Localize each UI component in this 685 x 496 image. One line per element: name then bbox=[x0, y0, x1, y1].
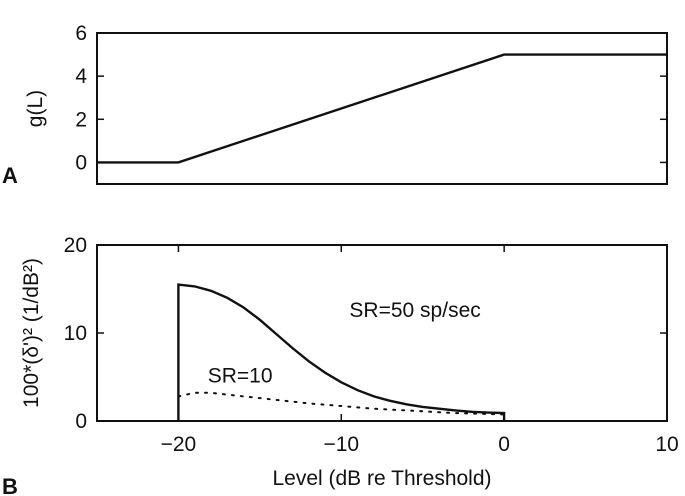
panel-b-y-tick-label: 10 bbox=[64, 322, 87, 345]
panel-b-x-axis-label: Level (dB re Threshold) bbox=[272, 467, 491, 490]
panel-b-series-sr-10 bbox=[177, 391, 506, 416]
panel-a-chart: 0 2 4 6 g(L) A bbox=[2, 22, 668, 188]
panel-b-series-sr-50-sp-sec bbox=[177, 283, 506, 421]
panel-b-y-tick-label: 20 bbox=[64, 234, 87, 257]
panel-a-y-tick-label: 6 bbox=[75, 22, 87, 45]
panel-b-chart: 0 10 20 −20 −10 0 10 SR=50 sp/sec SR=10 100*(δ')²… bbox=[2, 234, 679, 496]
panel-b-plot-frame bbox=[96, 244, 668, 422]
panel-a-series-line bbox=[97, 53, 667, 164]
panel-b-x-tick-label: −10 bbox=[323, 433, 359, 456]
panel-b-x-tick-label: 10 bbox=[655, 433, 678, 456]
panel-a-y-tick-label: 4 bbox=[75, 65, 87, 88]
panel-b-y-tick-label: 0 bbox=[75, 410, 87, 433]
panel-b-y-axis-label: 100*(δ')² (1/dB²) bbox=[20, 258, 43, 408]
panel-b-letter: B bbox=[2, 474, 18, 496]
panel-a-plot-frame bbox=[96, 32, 668, 185]
panel-b-annotation: SR=10 bbox=[208, 364, 273, 387]
panel-a-y-tick-label: 0 bbox=[75, 151, 87, 174]
panel-a-y-axis-label: g(L) bbox=[24, 90, 47, 127]
panel-b-x-tick-label: 0 bbox=[498, 433, 510, 456]
panel-b-annotation: SR=50 sp/sec bbox=[349, 299, 480, 322]
panel-a-y-tick-label: 2 bbox=[75, 108, 87, 131]
panel-b-x-tick-label: −20 bbox=[161, 433, 197, 456]
panel-a-letter: A bbox=[2, 163, 18, 188]
